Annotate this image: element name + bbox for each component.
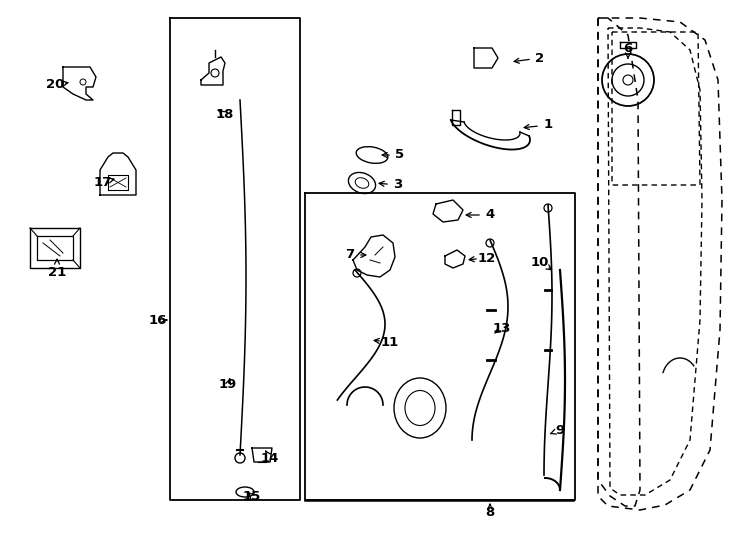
Text: 16: 16 — [149, 314, 167, 327]
Text: 20: 20 — [46, 78, 64, 91]
Text: 1: 1 — [543, 118, 553, 132]
Text: 4: 4 — [485, 208, 495, 221]
Text: 7: 7 — [346, 248, 355, 261]
Text: 6: 6 — [623, 42, 633, 55]
Text: 5: 5 — [396, 148, 404, 161]
Text: 19: 19 — [219, 379, 237, 392]
Text: 12: 12 — [478, 252, 496, 265]
Text: 21: 21 — [48, 266, 66, 279]
Text: 10: 10 — [531, 255, 549, 268]
Text: 3: 3 — [393, 179, 403, 192]
Text: 9: 9 — [556, 423, 564, 436]
Text: 11: 11 — [381, 335, 399, 348]
Text: 14: 14 — [261, 451, 279, 464]
Text: 8: 8 — [485, 505, 495, 518]
Text: 2: 2 — [535, 51, 545, 64]
Text: 18: 18 — [216, 109, 234, 122]
Text: 15: 15 — [243, 489, 261, 503]
Text: 13: 13 — [493, 321, 511, 334]
Text: 17: 17 — [94, 176, 112, 188]
